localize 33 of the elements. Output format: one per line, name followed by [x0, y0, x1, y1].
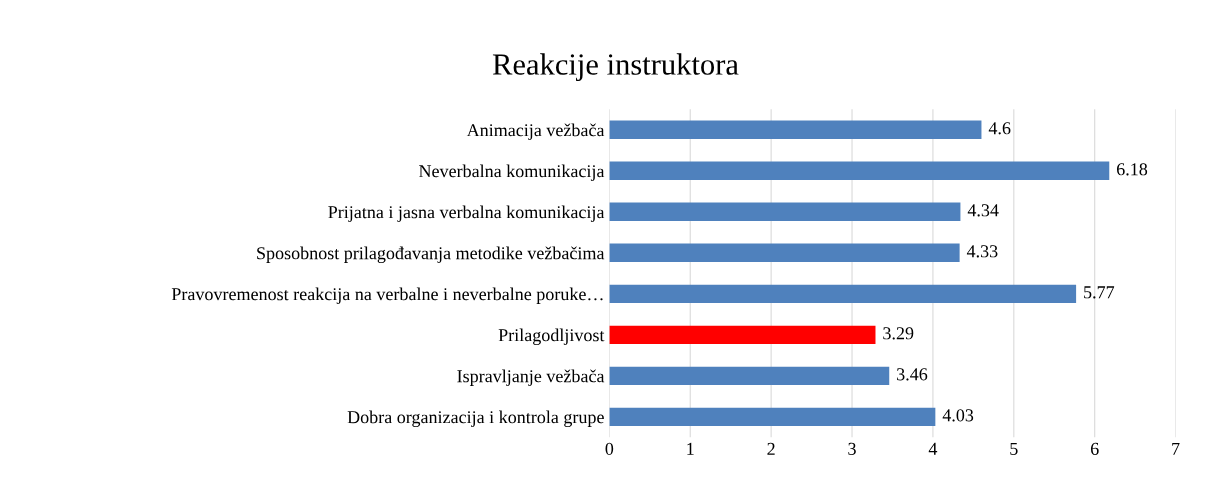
data-label: 5.77 — [1084, 286, 1115, 299]
x-tick-label: 7 — [1172, 442, 1180, 455]
data-label: 4.6 — [988, 122, 1011, 135]
data-label: 4.34 — [967, 204, 999, 217]
y-tick-label: Sposobnost prilagođavanja metodike vežbačima — [257, 246, 605, 264]
bar — [609, 161, 1110, 181]
data-label: 3.29 — [883, 327, 914, 340]
data-label: 4.33 — [966, 245, 998, 258]
bar — [609, 407, 936, 427]
data-label: 6.18 — [1116, 163, 1148, 176]
bar — [609, 202, 961, 222]
bar — [609, 243, 960, 263]
y-tick-label: Neverbalna komunikacija — [419, 164, 605, 181]
data-label: 3.46 — [897, 368, 928, 381]
bar — [609, 366, 890, 386]
chart-title: Reakcije instruktora — [492, 53, 739, 82]
y-tick-label: Prilagodljivost — [498, 328, 605, 346]
y-tick-label: Pravovremenost reakcija na verbalne i neverbalne poruke… — [171, 287, 603, 304]
y-tick-label: Prijatna i jasna verbalna komunikacija — [328, 205, 605, 222]
bar — [609, 284, 1077, 304]
y-tick-label: Dobra organizacija i kontrola grupe — [347, 410, 604, 428]
x-tick-label: 3 — [848, 442, 856, 455]
x-tick-label: 1 — [687, 442, 694, 455]
x-tick-label: 6 — [1090, 442, 1099, 455]
y-tick-label: Ispravljanje vežbača — [457, 369, 605, 386]
x-tick-label: 4 — [928, 442, 938, 455]
bar — [609, 120, 982, 140]
x-tick-label: 2 — [767, 442, 775, 455]
x-tick-label: 5 — [1010, 442, 1018, 455]
data-label: 4.03 — [942, 409, 974, 422]
x-tick-label: 0 — [605, 442, 614, 455]
y-tick-label: Animacija vežbača — [466, 123, 605, 140]
bar — [609, 325, 876, 345]
